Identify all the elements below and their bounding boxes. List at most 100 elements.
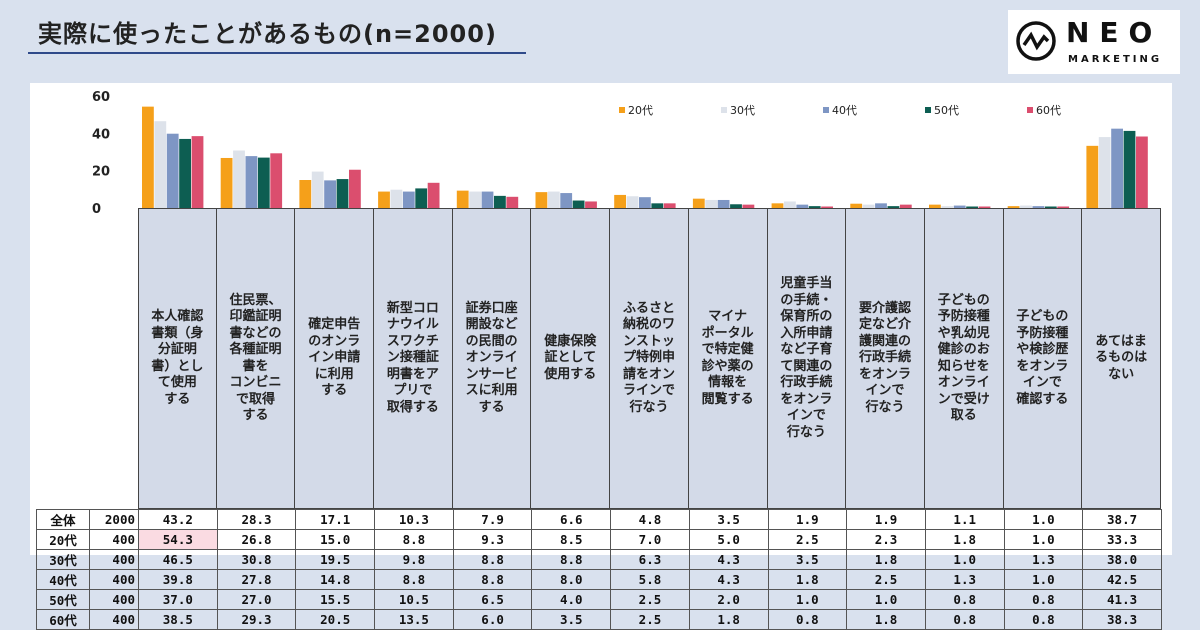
bar bbox=[875, 203, 887, 208]
table-cell: 1.0 bbox=[767, 589, 848, 610]
bar bbox=[899, 204, 912, 208]
table-cell: 6.0 bbox=[452, 609, 533, 630]
table-cell: 0.8 bbox=[767, 609, 848, 630]
table-cell: 8.8 bbox=[374, 529, 454, 550]
table-cell: 27.8 bbox=[216, 569, 297, 590]
category-label: 健康保険 証として 使用する bbox=[544, 333, 597, 382]
table-cell: 0.8 bbox=[1003, 589, 1084, 610]
table-cell: 1.0 bbox=[1003, 569, 1084, 590]
bar bbox=[614, 194, 626, 208]
bar bbox=[220, 157, 233, 208]
bar bbox=[717, 199, 730, 208]
table-cell: 19.5 bbox=[295, 549, 376, 570]
legend-label: 60代 bbox=[1036, 104, 1061, 117]
category-label: マイナ ポータル で特定健 診や薬の 情報を 閲覧する bbox=[701, 309, 754, 407]
bar bbox=[808, 206, 821, 208]
table-cell: 1.9 bbox=[846, 509, 926, 530]
category-label: 要介護認 定など介 護関連の 行政手続 をオンラ インで 行なう bbox=[859, 300, 912, 415]
table-cell: 1.8 bbox=[688, 609, 769, 630]
table-cell: 20.5 bbox=[295, 609, 376, 630]
table-cell: 8.8 bbox=[531, 549, 612, 570]
bar bbox=[929, 204, 941, 208]
category-label: 子どもの 予防接種 や検診歴 をオンラ インで 確認する bbox=[1016, 309, 1069, 407]
bar bbox=[336, 179, 349, 208]
y-tick-label: 60 bbox=[92, 90, 110, 105]
category-label: 確定申告 のオンラ イン申請 に利用 する bbox=[308, 317, 361, 399]
bar bbox=[494, 195, 506, 208]
legend-label: 40代 bbox=[832, 104, 857, 117]
bar bbox=[349, 169, 361, 208]
bar bbox=[506, 196, 519, 208]
table-cell: 38.5 bbox=[138, 609, 218, 630]
category-cell: 児童手当 の手続・ 保育所の 入所申請 など子育 て関連の 行政手続 をオンラ … bbox=[767, 208, 847, 509]
table-cell: 37.0 bbox=[138, 589, 218, 610]
bar bbox=[324, 180, 336, 208]
bar bbox=[311, 171, 324, 208]
category-label: あてはま るものは ない bbox=[1095, 333, 1148, 382]
bar bbox=[547, 191, 560, 208]
legend-swatch bbox=[823, 107, 829, 113]
bar bbox=[191, 136, 204, 208]
bar bbox=[966, 206, 978, 208]
bar bbox=[1044, 206, 1057, 208]
table-cell: 6.6 bbox=[531, 509, 612, 530]
bar bbox=[821, 206, 833, 208]
bar bbox=[245, 156, 258, 208]
bar bbox=[535, 192, 548, 208]
y-tick-label: 20 bbox=[92, 165, 110, 180]
bar bbox=[481, 191, 494, 208]
bar bbox=[402, 191, 415, 208]
table-row: 60代 400 38.5 29.3 20.5 13.5 6.0 3.5 2.5 1.8 0.8 1.8… bbox=[36, 609, 1162, 630]
bar bbox=[1020, 205, 1032, 208]
bar bbox=[142, 106, 154, 208]
category-label: 子どもの 予防接種 や乳幼児 健診のお 知らせを オンライ ンで受け 取る bbox=[937, 292, 990, 424]
table-cell: 15.5 bbox=[295, 589, 376, 610]
bar bbox=[257, 157, 270, 208]
bar bbox=[270, 153, 283, 208]
table-cell: 4.8 bbox=[610, 509, 690, 530]
table-cell: 1.3 bbox=[924, 569, 1005, 590]
category-label: 本人確認 書類（身 分証明 書）とし て使用 する bbox=[151, 309, 204, 407]
table-cell: 2.5 bbox=[610, 609, 690, 630]
legend-label: 50代 bbox=[934, 104, 959, 117]
bar bbox=[390, 189, 403, 208]
bar bbox=[771, 203, 784, 208]
y-tick-label: 0 bbox=[92, 202, 101, 213]
bar bbox=[796, 204, 809, 208]
table-cell: 6.5 bbox=[452, 589, 533, 610]
table-cell: 2.5 bbox=[610, 589, 690, 610]
table-cell: 1.1 bbox=[924, 509, 1005, 530]
table-cell: 8.0 bbox=[531, 569, 612, 590]
logo: NEO MARKETING bbox=[1008, 10, 1180, 74]
table-cell: 2.5 bbox=[767, 529, 848, 550]
data-table: 全体 2000 43.2 28.3 17.1 10.3 7.9 6.6 4.8 3.5 1.9 1.9… bbox=[36, 509, 1162, 630]
table-cell: 2.3 bbox=[846, 529, 926, 550]
table-cell: 33.3 bbox=[1082, 529, 1162, 550]
category-label: 証券口座 開設など の民間の オンライ ンサービ スに利用 する bbox=[465, 300, 518, 415]
table-cell: 10.3 bbox=[374, 509, 454, 530]
table-cell: 3.5 bbox=[688, 509, 769, 530]
table-cell: 5.0 bbox=[688, 529, 769, 550]
row-label: 60代 bbox=[36, 609, 90, 630]
table-cell: 8.8 bbox=[452, 569, 533, 590]
table-cell: 7.9 bbox=[452, 509, 533, 530]
bar bbox=[639, 197, 651, 208]
logo-sub: MARKETING bbox=[1068, 54, 1163, 65]
table-cell: 1.0 bbox=[924, 549, 1005, 570]
bar bbox=[299, 180, 312, 208]
bar-chart: 0 20 40 60 20代 30代 40代 50代 60代 bbox=[92, 90, 1148, 213]
row-n: 400 bbox=[89, 589, 139, 610]
bar bbox=[572, 200, 585, 208]
table-cell: 3.5 bbox=[767, 549, 848, 570]
bar bbox=[1032, 206, 1045, 208]
page-title: 実際に使ったことがあるもの(n=2000) bbox=[38, 20, 497, 48]
table-row: 全体 2000 43.2 28.3 17.1 10.3 7.9 6.6 4.8 3.5 1.9 1.9… bbox=[36, 509, 1162, 530]
bar bbox=[978, 206, 991, 208]
category-label: 児童手当 の手続・ 保育所の 入所申請 など子育 て関連の 行政手続 をオンラ … bbox=[780, 276, 833, 440]
category-cell: 子どもの 予防接種 や検診歴 をオンラ インで 確認する bbox=[1003, 208, 1083, 509]
chart-panel: 0 20 40 60 20代 30代 40代 50代 60代 本人確認 書類（身 分証明 書）と… bbox=[30, 83, 1172, 630]
bar bbox=[427, 182, 440, 208]
table-cell: 1.0 bbox=[1003, 529, 1084, 550]
table-cell: 41.3 bbox=[1082, 589, 1162, 610]
category-cell: 確定申告 のオンラ イン申請 に利用 する bbox=[295, 208, 375, 509]
